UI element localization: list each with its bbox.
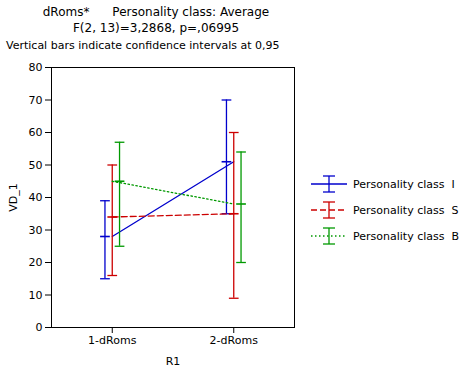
svg-text:40: 40 [29, 191, 43, 204]
svg-text:2-dRoms: 2-dRoms [210, 334, 259, 347]
svg-text:1-dRoms: 1-dRoms [88, 334, 137, 347]
svg-text:70: 70 [29, 94, 43, 107]
svg-text:80: 80 [29, 61, 43, 74]
html-text:Personality class B: Personality class B [353, 229, 459, 243]
svg-text:30: 30 [29, 224, 43, 237]
html-text:dRoms* Personality class: Aver: dRoms* Personality class: Average [42, 5, 270, 19]
html-text:Vertical bars indicate confide: Vertical bars indicate confidence interv… [6, 39, 280, 52]
svg-text:VD_1: VD_1 [7, 183, 20, 212]
html-text:Personality class I: Personality class I [353, 177, 455, 191]
svg-text:R1: R1 [166, 355, 181, 368]
svg-text:60: 60 [29, 126, 43, 139]
svg-text:20: 20 [29, 256, 43, 269]
svg-text:0: 0 [36, 321, 43, 334]
svg-text:10: 10 [29, 289, 43, 302]
svg-text:50: 50 [29, 159, 43, 172]
html-text:F(2, 13)=3,2868, p=,06995: F(2, 13)=3,2868, p=,06995 [72, 21, 240, 35]
html-text:Personality class S: Personality class S [353, 203, 459, 217]
